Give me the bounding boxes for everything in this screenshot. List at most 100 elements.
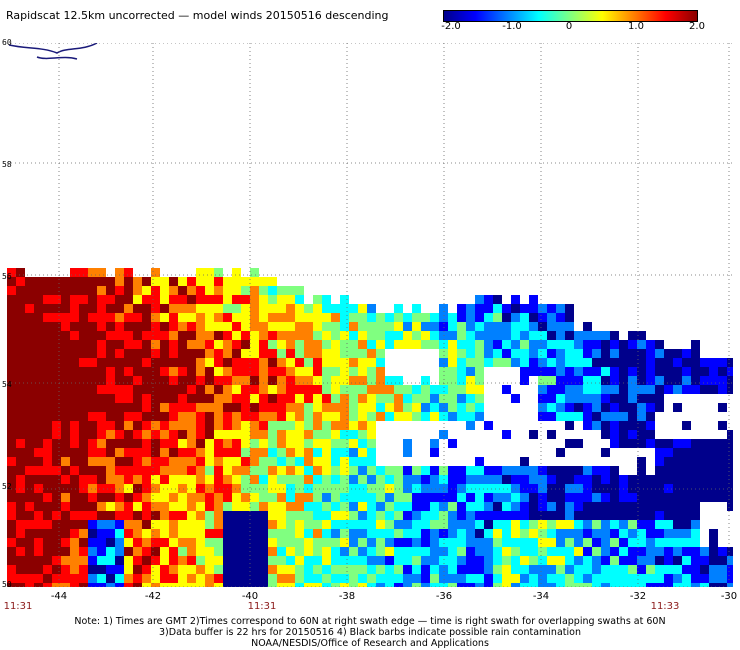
wind-cell: [385, 475, 394, 484]
wind-cell: [610, 367, 619, 376]
wind-cell: [61, 484, 70, 493]
wind-cell: [511, 484, 520, 493]
wind-cell: [70, 394, 79, 403]
wind-cell: [466, 475, 475, 484]
wind-cell: [529, 475, 538, 484]
wind-cell: [628, 493, 637, 502]
wind-cell: [367, 466, 376, 475]
wind-cell: [322, 529, 331, 538]
wind-cell: [160, 403, 169, 412]
wind-cell: [178, 529, 187, 538]
wind-cell: [232, 502, 241, 511]
wind-cell: [25, 394, 34, 403]
wind-cell: [628, 394, 637, 403]
wind-cell: [322, 430, 331, 439]
wind-cell: [349, 502, 358, 511]
wind-cell: [547, 520, 556, 529]
wind-cell: [610, 547, 619, 556]
wind-cell: [520, 484, 529, 493]
wind-cell: [304, 529, 313, 538]
wind-cell: [574, 385, 583, 394]
wind-cell: [520, 529, 529, 538]
wind-cell: [250, 313, 259, 322]
wind-cell: [133, 376, 142, 385]
lat-label: 50: [2, 580, 12, 589]
wind-cell: [583, 511, 592, 520]
wind-cell: [16, 295, 25, 304]
wind-cell: [25, 304, 34, 313]
wind-cell: [403, 340, 412, 349]
wind-cell: [61, 331, 70, 340]
wind-cell: [349, 439, 358, 448]
wind-cell: [223, 430, 232, 439]
wind-cell: [610, 412, 619, 421]
wind-cell: [655, 439, 664, 448]
wind-cell: [7, 484, 16, 493]
wind-cell: [511, 295, 520, 304]
wind-cell: [133, 358, 142, 367]
wind-cell: [169, 430, 178, 439]
wind-cell: [538, 574, 547, 583]
wind-cell: [709, 439, 718, 448]
wind-cell: [214, 403, 223, 412]
wind-cell: [187, 457, 196, 466]
wind-cell: [259, 394, 268, 403]
wind-cell: [178, 556, 187, 565]
wind-cell: [385, 340, 394, 349]
wind-cell: [664, 493, 673, 502]
wind-cell: [655, 583, 664, 587]
wind-cell: [241, 421, 250, 430]
wind-cell: [259, 331, 268, 340]
wind-cell: [538, 349, 547, 358]
wind-cell: [628, 511, 637, 520]
wind-cell: [178, 502, 187, 511]
wind-cell: [529, 493, 538, 502]
wind-cell: [628, 475, 637, 484]
wind-cell: [583, 376, 592, 385]
wind-cell: [169, 547, 178, 556]
wind-cell: [61, 574, 70, 583]
wind-cell: [628, 439, 637, 448]
wind-cell: [88, 556, 97, 565]
wind-cell: [286, 412, 295, 421]
wind-cell: [43, 583, 52, 587]
wind-cell: [322, 385, 331, 394]
wind-cell: [583, 322, 592, 331]
wind-cell: [97, 520, 106, 529]
wind-cell: [88, 583, 97, 587]
wind-cell: [277, 376, 286, 385]
wind-cell: [241, 511, 250, 520]
wind-cell: [367, 331, 376, 340]
wind-cell: [439, 502, 448, 511]
wind-cell: [484, 565, 493, 574]
wind-cell: [97, 331, 106, 340]
wind-cell: [457, 376, 466, 385]
wind-cell: [331, 340, 340, 349]
wind-cell: [223, 502, 232, 511]
wind-cell: [259, 448, 268, 457]
wind-cell: [331, 466, 340, 475]
wind-cell: [709, 565, 718, 574]
wind-cell: [97, 466, 106, 475]
wind-cell: [457, 556, 466, 565]
wind-cell: [700, 493, 709, 502]
wind-cell: [394, 313, 403, 322]
wind-cell: [556, 448, 565, 457]
wind-cell: [349, 484, 358, 493]
wind-cell: [34, 439, 43, 448]
wind-cell: [250, 385, 259, 394]
wind-cell: [187, 484, 196, 493]
wind-cell: [466, 340, 475, 349]
wind-cell: [421, 538, 430, 547]
wind-cell: [412, 412, 421, 421]
wind-cell: [97, 511, 106, 520]
wind-cell: [250, 430, 259, 439]
wind-cell: [70, 322, 79, 331]
wind-cell: [25, 430, 34, 439]
wind-cell: [160, 385, 169, 394]
wind-cell: [268, 466, 277, 475]
wind-cell: [628, 421, 637, 430]
wind-cell: [556, 484, 565, 493]
wind-cell: [475, 313, 484, 322]
wind-cell: [655, 349, 664, 358]
